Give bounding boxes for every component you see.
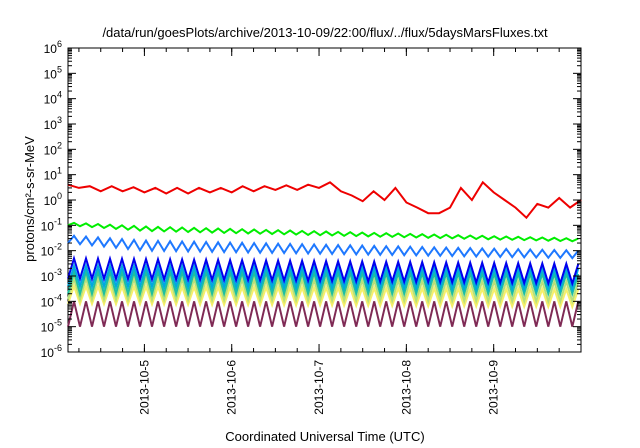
y-tick-label: 103	[44, 115, 62, 132]
series-line-6	[67, 254, 580, 287]
y-tick-label: 10-2	[41, 242, 62, 259]
y-tick-label: 10-1	[41, 216, 62, 233]
series-line-5	[67, 262, 580, 293]
y-tick-label: 102	[44, 140, 62, 157]
axis-layer: 10-6 10-5 10-4 10-3 10-2 10-1 100 101 102 103 104 1…	[41, 39, 582, 415]
x-tick-label: 2013-10-9	[487, 360, 501, 415]
chart-title: /data/run/goesPlots/archive/2013-10-09/2…	[102, 25, 548, 40]
y-tick-label: 10-3	[41, 267, 62, 284]
series-line-9	[67, 180, 582, 220]
y-tick-label: 100	[44, 191, 62, 208]
series-line-3	[67, 274, 580, 305]
y-tick-label: 104	[44, 90, 62, 107]
series-line-1	[67, 301, 580, 327]
y-tick-label: 10-4	[41, 292, 62, 309]
y-tick-label: 10-6	[41, 343, 62, 360]
x-tick-label: 2013-10-7	[312, 360, 326, 415]
y-tick-label: 101	[44, 166, 62, 183]
series-line-8	[67, 221, 579, 243]
x-axis-title: Coordinated Universal Time (UTC)	[225, 429, 424, 444]
y-axis-title: protons/cm²-s-sr-MeV	[22, 136, 37, 262]
y-tick-label: 105	[44, 64, 62, 81]
y-tick-label: 10-5	[41, 318, 62, 335]
x-tick-label: 2013-10-5	[137, 360, 151, 415]
y-axis-title-group: protons/cm²-s-sr-MeV	[22, 136, 37, 262]
series-line-2	[67, 282, 580, 311]
x-tick-label: 2013-10-8	[399, 360, 413, 415]
y-tick-label: 106	[44, 39, 62, 56]
x-tick-label: 2013-10-6	[225, 360, 239, 415]
series-line-7	[67, 234, 580, 260]
series-line-4	[67, 267, 580, 298]
series-layer	[67, 180, 582, 327]
